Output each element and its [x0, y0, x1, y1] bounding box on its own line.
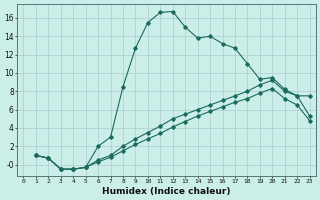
X-axis label: Humidex (Indice chaleur): Humidex (Indice chaleur): [102, 187, 231, 196]
